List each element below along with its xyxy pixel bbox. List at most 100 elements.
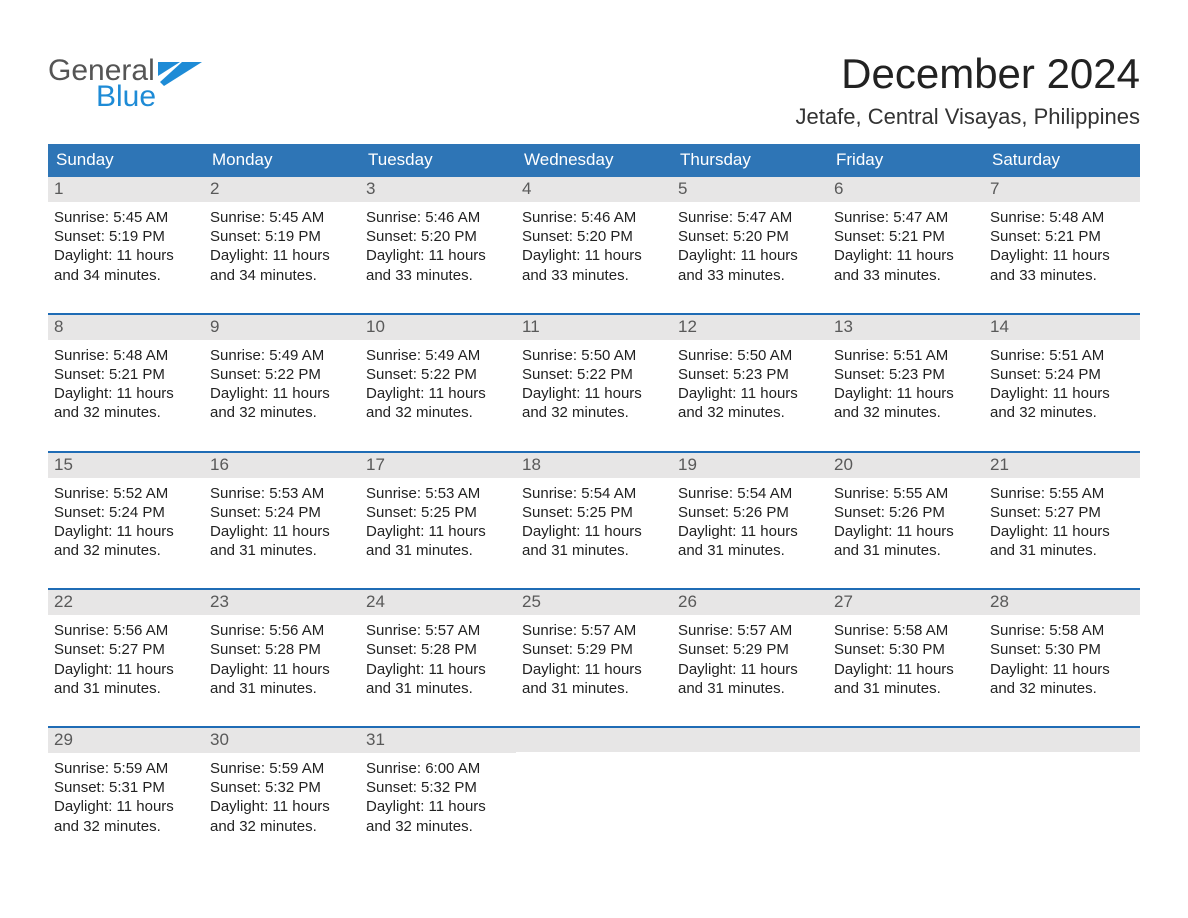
daylight-line: Daylight: 11 hours and 31 minutes. [366, 522, 510, 560]
day-details-blank [828, 752, 984, 822]
day-details: Sunrise: 5:52 AMSunset: 5:24 PMDaylight:… [48, 478, 204, 575]
sunrise-line: Sunrise: 5:45 AM [54, 208, 198, 227]
calendar-day-cell: 15Sunrise: 5:52 AMSunset: 5:24 PMDayligh… [48, 453, 204, 575]
day-number: 19 [672, 453, 828, 478]
day-details: Sunrise: 5:48 AMSunset: 5:21 PMDaylight:… [984, 202, 1140, 299]
calendar-week-row: 8Sunrise: 5:48 AMSunset: 5:21 PMDaylight… [48, 313, 1140, 437]
daylight-line: Daylight: 11 hours and 31 minutes. [522, 660, 666, 698]
daylight-line: Daylight: 11 hours and 31 minutes. [210, 660, 354, 698]
daylight-line: Daylight: 11 hours and 32 minutes. [54, 384, 198, 422]
day-number: 9 [204, 315, 360, 340]
logo-line2: Blue [96, 82, 156, 112]
sunrise-line: Sunrise: 5:55 AM [990, 484, 1134, 503]
sunset-line: Sunset: 5:20 PM [366, 227, 510, 246]
day-number: 2 [204, 177, 360, 202]
sunrise-line: Sunrise: 5:47 AM [678, 208, 822, 227]
daylight-line: Daylight: 11 hours and 32 minutes. [210, 384, 354, 422]
daylight-line: Daylight: 11 hours and 32 minutes. [210, 797, 354, 835]
daylight-line: Daylight: 11 hours and 33 minutes. [834, 246, 978, 284]
daylight-line: Daylight: 11 hours and 31 minutes. [990, 522, 1134, 560]
calendar-day-cell: 12Sunrise: 5:50 AMSunset: 5:23 PMDayligh… [672, 315, 828, 437]
day-details: Sunrise: 5:51 AMSunset: 5:23 PMDaylight:… [828, 340, 984, 437]
sunset-line: Sunset: 5:27 PM [54, 640, 198, 659]
calendar-day-cell: 13Sunrise: 5:51 AMSunset: 5:23 PMDayligh… [828, 315, 984, 437]
calendar-day-cell: 3Sunrise: 5:46 AMSunset: 5:20 PMDaylight… [360, 177, 516, 299]
calendar-day-cell: 6Sunrise: 5:47 AMSunset: 5:21 PMDaylight… [828, 177, 984, 299]
calendar-day-cell: 11Sunrise: 5:50 AMSunset: 5:22 PMDayligh… [516, 315, 672, 437]
day-details-blank [672, 752, 828, 822]
day-details: Sunrise: 5:58 AMSunset: 5:30 PMDaylight:… [828, 615, 984, 712]
calendar-day-cell: 25Sunrise: 5:57 AMSunset: 5:29 PMDayligh… [516, 590, 672, 712]
daylight-line: Daylight: 11 hours and 32 minutes. [990, 384, 1134, 422]
daylight-line: Daylight: 11 hours and 33 minutes. [522, 246, 666, 284]
sunrise-line: Sunrise: 5:45 AM [210, 208, 354, 227]
calendar-day-cell: 4Sunrise: 5:46 AMSunset: 5:20 PMDaylight… [516, 177, 672, 299]
sunrise-line: Sunrise: 5:53 AM [366, 484, 510, 503]
day-number: 24 [360, 590, 516, 615]
day-number: 31 [360, 728, 516, 753]
calendar-day-cell: 14Sunrise: 5:51 AMSunset: 5:24 PMDayligh… [984, 315, 1140, 437]
day-number: 11 [516, 315, 672, 340]
daylight-line: Daylight: 11 hours and 32 minutes. [522, 384, 666, 422]
sunrise-line: Sunrise: 5:47 AM [834, 208, 978, 227]
weekday-header: Wednesday [516, 144, 672, 177]
sunrise-line: Sunrise: 6:00 AM [366, 759, 510, 778]
day-number-blank [672, 728, 828, 752]
calendar-week-row: 22Sunrise: 5:56 AMSunset: 5:27 PMDayligh… [48, 588, 1140, 712]
sunset-line: Sunset: 5:32 PM [210, 778, 354, 797]
day-details: Sunrise: 5:59 AMSunset: 5:31 PMDaylight:… [48, 753, 204, 850]
day-number: 30 [204, 728, 360, 753]
daylight-line: Daylight: 11 hours and 31 minutes. [834, 522, 978, 560]
weekday-header: Friday [828, 144, 984, 177]
day-details: Sunrise: 5:56 AMSunset: 5:27 PMDaylight:… [48, 615, 204, 712]
sunset-line: Sunset: 5:23 PM [834, 365, 978, 384]
calendar-day-blank [672, 728, 828, 850]
sunset-line: Sunset: 5:31 PM [54, 778, 198, 797]
calendar-day-cell: 18Sunrise: 5:54 AMSunset: 5:25 PMDayligh… [516, 453, 672, 575]
sunset-line: Sunset: 5:22 PM [210, 365, 354, 384]
day-number: 5 [672, 177, 828, 202]
sunrise-line: Sunrise: 5:51 AM [990, 346, 1134, 365]
logo-text: General Blue [48, 56, 156, 112]
weekday-header: Tuesday [360, 144, 516, 177]
daylight-line: Daylight: 11 hours and 32 minutes. [990, 660, 1134, 698]
day-details: Sunrise: 5:56 AMSunset: 5:28 PMDaylight:… [204, 615, 360, 712]
day-details: Sunrise: 5:46 AMSunset: 5:20 PMDaylight:… [360, 202, 516, 299]
sunrise-line: Sunrise: 5:56 AM [54, 621, 198, 640]
day-number-blank [516, 728, 672, 752]
sunset-line: Sunset: 5:29 PM [522, 640, 666, 659]
calendar-day-cell: 17Sunrise: 5:53 AMSunset: 5:25 PMDayligh… [360, 453, 516, 575]
sunrise-line: Sunrise: 5:50 AM [678, 346, 822, 365]
day-details: Sunrise: 5:53 AMSunset: 5:25 PMDaylight:… [360, 478, 516, 575]
day-number: 14 [984, 315, 1140, 340]
calendar-day-cell: 21Sunrise: 5:55 AMSunset: 5:27 PMDayligh… [984, 453, 1140, 575]
sunset-line: Sunset: 5:30 PM [834, 640, 978, 659]
sunrise-line: Sunrise: 5:57 AM [522, 621, 666, 640]
calendar-page: General Blue December 2024 Jetafe, Centr… [0, 0, 1188, 880]
sunrise-line: Sunrise: 5:46 AM [366, 208, 510, 227]
flag-icon [158, 62, 202, 88]
sunset-line: Sunset: 5:27 PM [990, 503, 1134, 522]
sunset-line: Sunset: 5:20 PM [522, 227, 666, 246]
daylight-line: Daylight: 11 hours and 31 minutes. [834, 660, 978, 698]
sunrise-line: Sunrise: 5:59 AM [54, 759, 198, 778]
day-details: Sunrise: 5:51 AMSunset: 5:24 PMDaylight:… [984, 340, 1140, 437]
daylight-line: Daylight: 11 hours and 32 minutes. [366, 797, 510, 835]
sunrise-line: Sunrise: 5:50 AM [522, 346, 666, 365]
sunset-line: Sunset: 5:28 PM [210, 640, 354, 659]
day-details-blank [516, 752, 672, 822]
calendar-day-cell: 22Sunrise: 5:56 AMSunset: 5:27 PMDayligh… [48, 590, 204, 712]
day-details: Sunrise: 5:49 AMSunset: 5:22 PMDaylight:… [360, 340, 516, 437]
sunset-line: Sunset: 5:28 PM [366, 640, 510, 659]
sunset-line: Sunset: 5:24 PM [990, 365, 1134, 384]
daylight-line: Daylight: 11 hours and 32 minutes. [54, 522, 198, 560]
sunset-line: Sunset: 5:21 PM [54, 365, 198, 384]
sunrise-line: Sunrise: 5:58 AM [834, 621, 978, 640]
sunrise-line: Sunrise: 5:48 AM [54, 346, 198, 365]
daylight-line: Daylight: 11 hours and 33 minutes. [990, 246, 1134, 284]
calendar-day-cell: 23Sunrise: 5:56 AMSunset: 5:28 PMDayligh… [204, 590, 360, 712]
sunset-line: Sunset: 5:24 PM [54, 503, 198, 522]
sunset-line: Sunset: 5:22 PM [366, 365, 510, 384]
calendar-day-cell: 28Sunrise: 5:58 AMSunset: 5:30 PMDayligh… [984, 590, 1140, 712]
day-number: 26 [672, 590, 828, 615]
